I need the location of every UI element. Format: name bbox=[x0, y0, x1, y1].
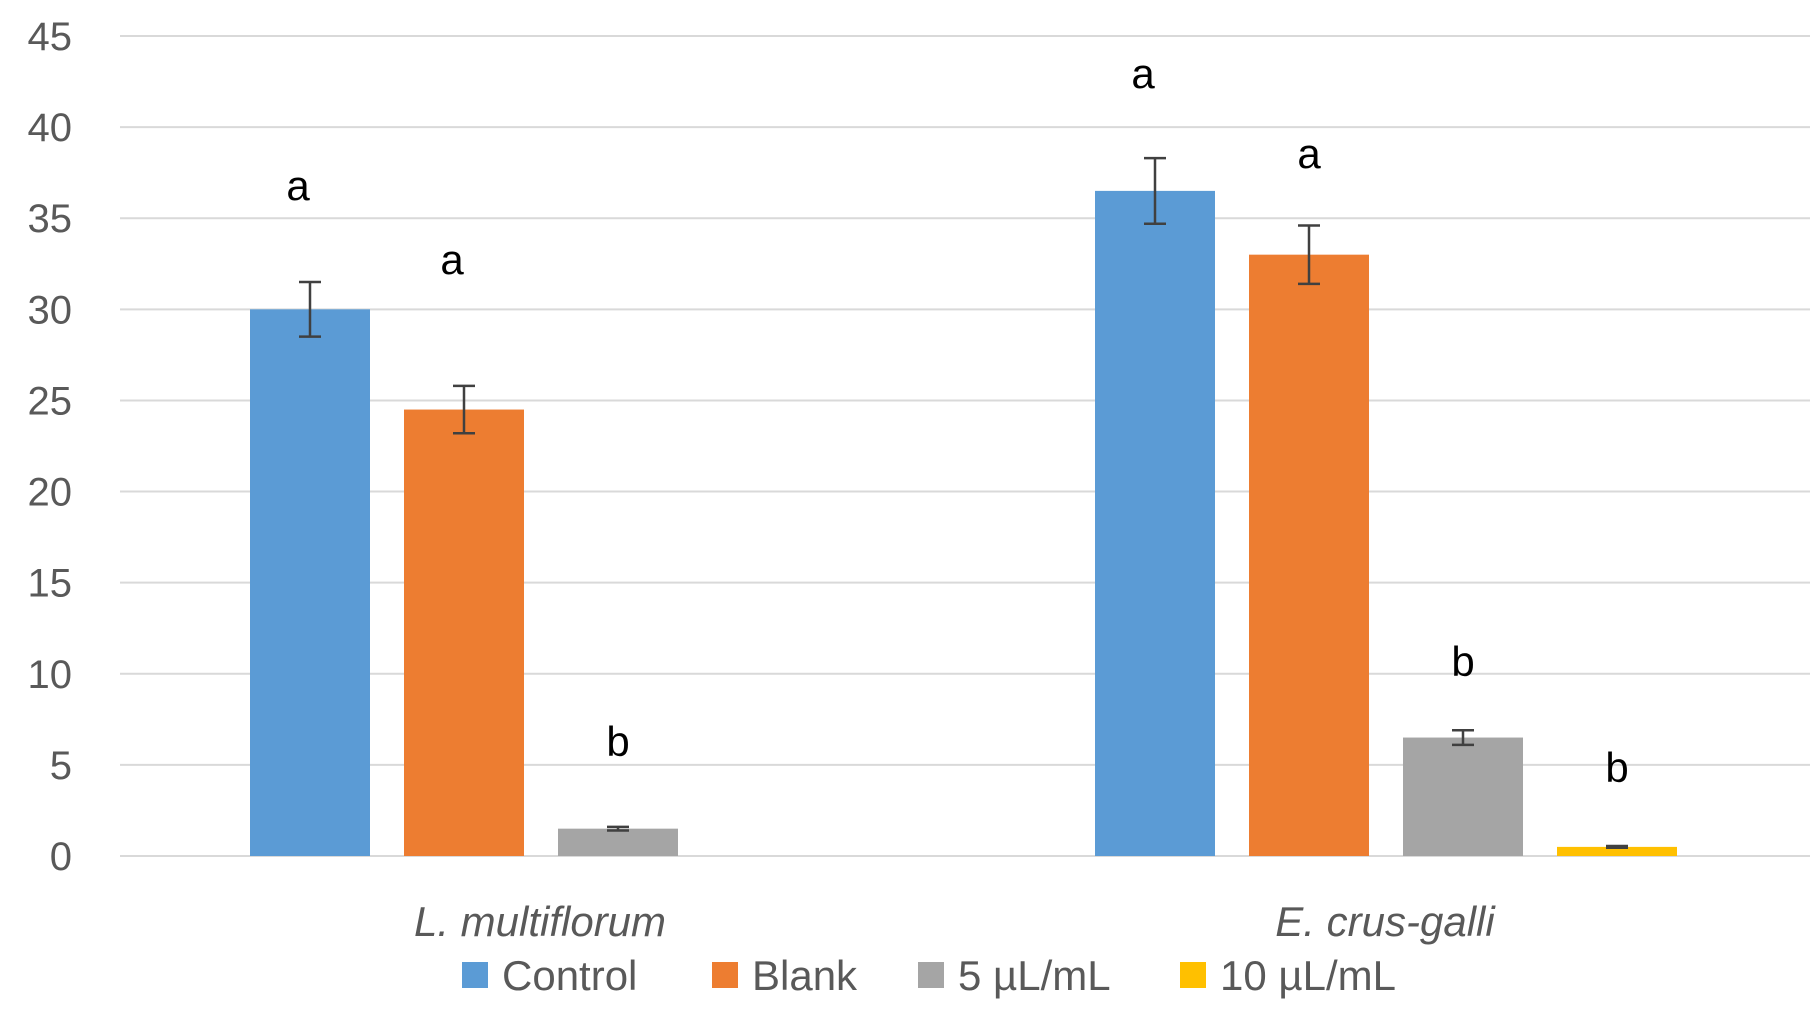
significance-letter: a bbox=[286, 162, 310, 209]
y-tick-label: 40 bbox=[28, 106, 73, 150]
y-tick-label: 5 bbox=[50, 744, 72, 788]
x-axis-categories: L. multiflorum E. crus-galli bbox=[414, 898, 1496, 945]
x-category-label: E. crus-galli bbox=[1275, 898, 1496, 945]
legend-item-5-l-ml: 5 µL/mL bbox=[918, 952, 1111, 999]
error-bar bbox=[607, 825, 629, 832]
legend-item-control: Control bbox=[462, 952, 637, 999]
error-bars bbox=[299, 156, 1628, 850]
legend-item-blank: Blank bbox=[712, 952, 858, 999]
legend-label: 5 µL/mL bbox=[958, 952, 1111, 999]
bar-control-1 bbox=[250, 309, 370, 856]
significance-letter: b bbox=[1451, 638, 1474, 685]
gridlines bbox=[120, 35, 1810, 857]
bar-control-2 bbox=[1095, 190, 1215, 856]
significance-letter: b bbox=[1605, 744, 1628, 791]
error-bar bbox=[299, 280, 321, 338]
legend-swatch bbox=[1180, 962, 1206, 988]
legend-label: Control bbox=[502, 952, 637, 999]
y-tick-label: 35 bbox=[28, 197, 73, 241]
error-bar bbox=[453, 384, 475, 435]
error-bar bbox=[1298, 224, 1320, 286]
bar-10-l-ml-2 bbox=[1557, 846, 1677, 856]
y-tick-label: 45 bbox=[28, 15, 73, 59]
significance-letter: a bbox=[1297, 130, 1321, 177]
legend-swatch bbox=[462, 962, 488, 988]
legend-item-10-l-ml: 10 µL/mL bbox=[1180, 952, 1396, 999]
x-category-label: L. multiflorum bbox=[414, 898, 666, 945]
legend-swatch bbox=[712, 962, 738, 988]
significance-letter: b bbox=[606, 718, 629, 765]
legend-swatch bbox=[918, 962, 944, 988]
y-tick-label: 10 bbox=[28, 653, 73, 697]
y-tick-label: 30 bbox=[28, 288, 73, 332]
bar-5-l-ml-1 bbox=[558, 828, 678, 856]
bars bbox=[250, 190, 1677, 856]
bar-blank-1 bbox=[404, 409, 524, 856]
significance-letter: a bbox=[440, 236, 464, 283]
y-tick-label: 0 bbox=[50, 835, 72, 879]
legend-label: 10 µL/mL bbox=[1220, 952, 1396, 999]
legend-label: Blank bbox=[752, 952, 858, 999]
significance-letter: a bbox=[1131, 50, 1155, 97]
bar-5-l-ml-2 bbox=[1403, 737, 1523, 856]
y-tick-label: 15 bbox=[28, 562, 73, 606]
y-axis-ticks: 0 5 10 15 20 25 30 35 40 45 bbox=[28, 15, 73, 879]
error-bar bbox=[1452, 729, 1474, 747]
error-bar bbox=[1144, 156, 1166, 225]
significance-letters: a a b a a b b bbox=[286, 50, 1628, 791]
y-tick-label: 25 bbox=[28, 379, 73, 423]
y-tick-label: 20 bbox=[28, 471, 73, 515]
error-bar bbox=[1606, 844, 1628, 850]
bar-blank-2 bbox=[1249, 254, 1369, 856]
legend: Control Blank 5 µL/mL 10 µL/mL bbox=[462, 952, 1396, 999]
